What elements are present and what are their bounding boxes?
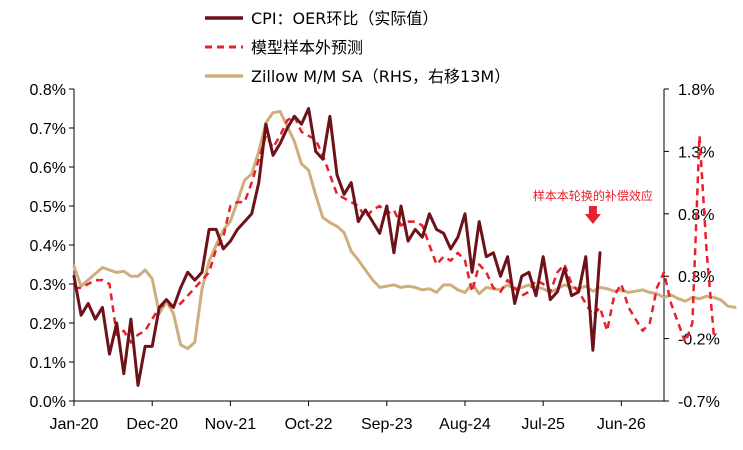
x-tick-label: Oct-22 [285,416,333,433]
left-tick-label: 0.8% [30,82,66,99]
x-tick-label: Nov-21 [205,416,257,433]
right-tick-label: -0.7% [678,394,720,411]
legend-entry-cpi-oer: CPI：OER环比（实际值） [205,9,438,28]
annotation-label: 样本本轮换的补偿效应 [533,188,653,203]
left-tick-label: 0.2% [30,316,66,333]
legend-entry-forecast: 模型样本外预测 [205,38,363,57]
x-tick-label: Jun-26 [597,416,646,433]
right-tick-label: 0.3% [678,269,714,286]
left-tick-label: 0.4% [30,238,66,255]
series-layer [72,107,737,387]
x-tick-label: Sep-23 [361,416,413,433]
right-tick-label: 1.3% [678,144,714,161]
left-axis-ticks: 0.0% 0.1% 0.2% 0.3% 0.4% 0.5% 0.6% 0.7% 0.8% [30,82,74,411]
annotation: 样本本轮换的补偿效应 [533,188,653,224]
left-tick-label: 0.0% [30,394,66,411]
legend-entry-zillow: Zillow M/M SA（RHS，右移13M） [205,67,510,86]
x-tick-label: Jul-25 [521,416,565,433]
legend-label-zillow: Zillow M/M SA（RHS，右移13M） [251,67,510,86]
left-tick-label: 0.5% [30,199,66,216]
legend: CPI：OER环比（实际值） 模型样本外预测 Zillow M/M SA（RHS… [205,9,510,86]
series-line-forecast [74,115,716,344]
right-tick-label: 1.8% [678,82,714,99]
left-tick-label: 0.6% [30,160,66,177]
right-axis-ticks: -0.7%-0.2%0.3%0.8%1.3%1.8% [664,82,720,411]
x-axis-ticks: Jan-20 Dec-20 Nov-21 Oct-22 Sep-23 Aug-24 Jul-… [50,401,646,433]
left-tick-label: 0.3% [30,277,66,294]
legend-label-forecast: 模型样本外预测 [251,38,363,57]
series-line-zillow [72,110,737,351]
x-tick-label: Aug-24 [439,416,491,433]
series-line-cpi-oer [72,107,602,387]
annotation-arrow-icon [584,206,601,224]
left-tick-label: 0.1% [30,355,66,372]
left-tick-label: 0.7% [30,121,66,138]
x-tick-label: Jan-20 [50,416,99,433]
x-tick-label: Dec-20 [126,416,178,433]
legend-label-cpi-oer: CPI：OER环比（实际值） [251,9,438,28]
